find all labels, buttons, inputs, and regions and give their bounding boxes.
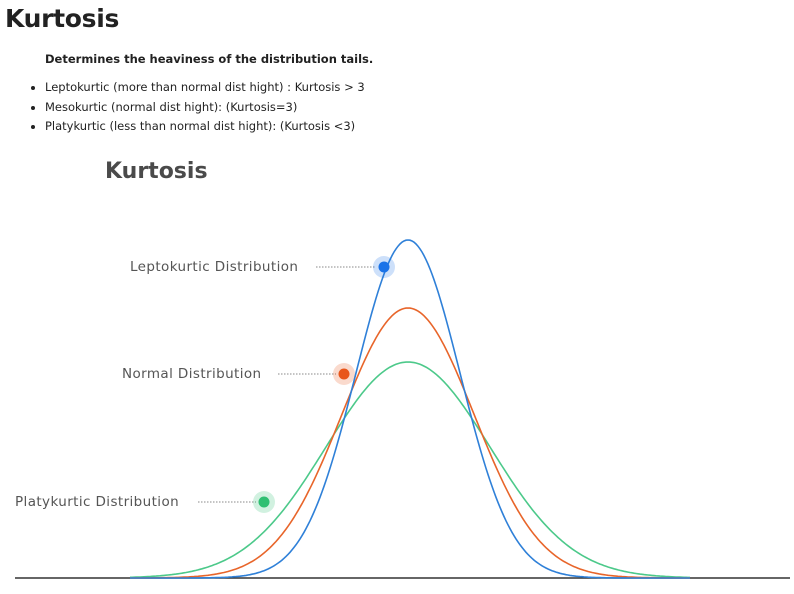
diagram-title: Kurtosis bbox=[105, 159, 208, 184]
page-title: Kurtosis bbox=[5, 4, 120, 33]
bullet-mesokurtic: Mesokurtic (normal dist hight): (Kurtosi… bbox=[45, 98, 365, 118]
kurtosis-diagram: Kurtosis Leptokurtic Distribution Normal… bbox=[15, 159, 790, 579]
leptokurtic-label: Leptokurtic Distribution bbox=[130, 259, 298, 275]
platykurtic-label: Platykurtic Distribution bbox=[15, 494, 179, 510]
leptokurtic-marker bbox=[378, 261, 390, 273]
platykurtic-marker bbox=[258, 496, 270, 508]
page-subtitle: Determines the heaviness of the distribu… bbox=[45, 52, 374, 66]
leptokurtic-curve bbox=[130, 239, 690, 579]
normal-label: Normal Distribution bbox=[122, 366, 262, 382]
bullet-leptokurtic: Leptokurtic (more than normal dist hight… bbox=[45, 78, 365, 98]
kurtosis-bullet-list: Leptokurtic (more than normal dist hight… bbox=[25, 78, 365, 137]
normal-marker bbox=[338, 368, 350, 380]
normal-curve bbox=[130, 307, 690, 579]
bullet-platykurtic: Platykurtic (less than normal dist hight… bbox=[45, 117, 365, 137]
platykurtic-curve bbox=[130, 361, 690, 579]
